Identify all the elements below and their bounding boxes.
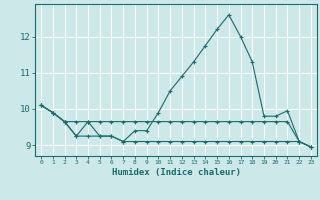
X-axis label: Humidex (Indice chaleur): Humidex (Indice chaleur) <box>111 168 241 177</box>
